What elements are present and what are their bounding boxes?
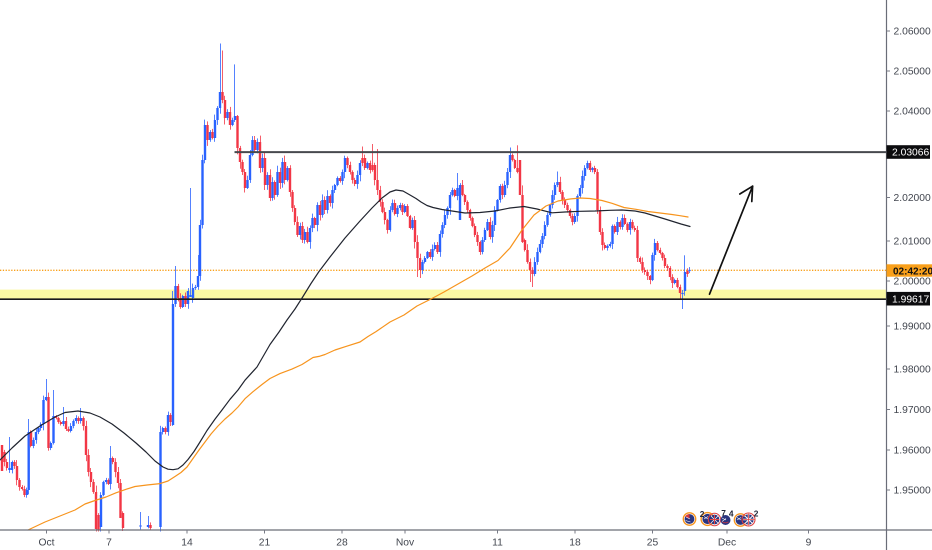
svg-text:4: 4 — [729, 508, 734, 518]
svg-text:18: 18 — [569, 538, 581, 549]
svg-text:Dec: Dec — [718, 538, 736, 549]
svg-text:1.98000: 1.98000 — [894, 365, 931, 376]
svg-text:2.05000: 2.05000 — [894, 67, 931, 78]
svg-text:2.02000: 2.02000 — [894, 193, 931, 204]
svg-text:1.99617: 1.99617 — [892, 294, 929, 305]
svg-text:02:42:20: 02:42:20 — [893, 267, 932, 278]
svg-text:28: 28 — [336, 538, 348, 549]
svg-text:1.99000: 1.99000 — [894, 322, 931, 333]
svg-text:14: 14 — [181, 538, 193, 549]
svg-text:2: 2 — [700, 509, 705, 519]
svg-text:7: 7 — [106, 538, 112, 549]
svg-text:9: 9 — [806, 538, 812, 549]
svg-text:1.96000: 1.96000 — [894, 446, 931, 457]
svg-text:2.00000: 2.00000 — [894, 277, 931, 288]
svg-text:2.04000: 2.04000 — [894, 107, 931, 118]
svg-text:Nov: Nov — [396, 538, 415, 549]
svg-text:2.03066: 2.03066 — [892, 148, 929, 159]
svg-text:21: 21 — [259, 538, 271, 549]
svg-text:11: 11 — [492, 538, 503, 549]
svg-text:7: 7 — [721, 508, 726, 518]
svg-text:2.06000: 2.06000 — [894, 27, 931, 38]
svg-text:1.97000: 1.97000 — [894, 405, 931, 416]
svg-text:2.01000: 2.01000 — [894, 237, 931, 248]
svg-text:25: 25 — [647, 538, 659, 549]
svg-text:2: 2 — [754, 509, 759, 519]
svg-text:Oct: Oct — [38, 538, 54, 549]
svg-text:1.95000: 1.95000 — [894, 486, 931, 497]
